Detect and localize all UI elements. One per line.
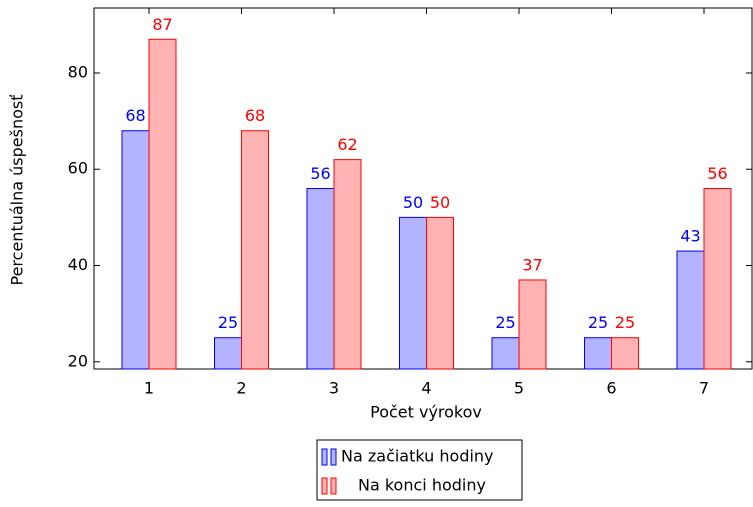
value-label: 87 bbox=[152, 15, 172, 34]
bar bbox=[676, 250, 705, 370]
bar bbox=[611, 337, 639, 370]
legend-swatch bbox=[321, 448, 328, 466]
bar bbox=[703, 188, 732, 370]
legend-box bbox=[316, 439, 523, 501]
bar bbox=[121, 130, 150, 370]
legend-swatch bbox=[330, 448, 337, 466]
value-label: 50 bbox=[403, 193, 423, 212]
y-tick-label: 80 bbox=[68, 62, 88, 81]
x-tick-label: 6 bbox=[606, 379, 616, 398]
bar bbox=[518, 279, 547, 370]
value-label: 68 bbox=[245, 106, 265, 125]
legend-swatch bbox=[321, 477, 328, 495]
x-tick-label: 1 bbox=[144, 379, 154, 398]
y-tick-label: 20 bbox=[68, 351, 88, 370]
value-label: 56 bbox=[310, 164, 330, 183]
value-label: 25 bbox=[495, 313, 515, 332]
legend-label: Na začiatku hodiny bbox=[341, 447, 494, 466]
bar bbox=[333, 159, 362, 370]
value-label: 50 bbox=[430, 193, 450, 212]
bar bbox=[491, 337, 520, 370]
x-tick-label: 4 bbox=[421, 379, 431, 398]
bar bbox=[241, 130, 269, 370]
x-tick-label: 5 bbox=[514, 379, 524, 398]
x-tick-label: 7 bbox=[699, 379, 709, 398]
x-tick-label: 2 bbox=[236, 379, 246, 398]
value-label: 25 bbox=[615, 313, 635, 332]
value-label: 25 bbox=[218, 313, 238, 332]
y-tick-label: 60 bbox=[68, 159, 88, 178]
value-label: 68 bbox=[125, 106, 145, 125]
legend-label: Na konci hodiny bbox=[358, 476, 486, 495]
x-axis-label: Počet výrokov bbox=[370, 403, 482, 422]
y-axis-label: Percentuálna úspešnosť bbox=[8, 95, 27, 286]
bar bbox=[148, 38, 177, 370]
value-label: 37 bbox=[522, 255, 542, 274]
value-label: 62 bbox=[337, 135, 357, 154]
bar bbox=[584, 337, 612, 370]
x-tick-label: 3 bbox=[329, 379, 339, 398]
value-label: 25 bbox=[588, 313, 608, 332]
bar bbox=[426, 216, 454, 370]
bar bbox=[214, 337, 242, 370]
bar bbox=[399, 216, 427, 370]
bar bbox=[306, 188, 335, 370]
legend-swatch bbox=[330, 477, 337, 495]
y-tick-label: 40 bbox=[68, 255, 88, 274]
value-label: 56 bbox=[707, 164, 727, 183]
value-label: 43 bbox=[680, 227, 700, 246]
